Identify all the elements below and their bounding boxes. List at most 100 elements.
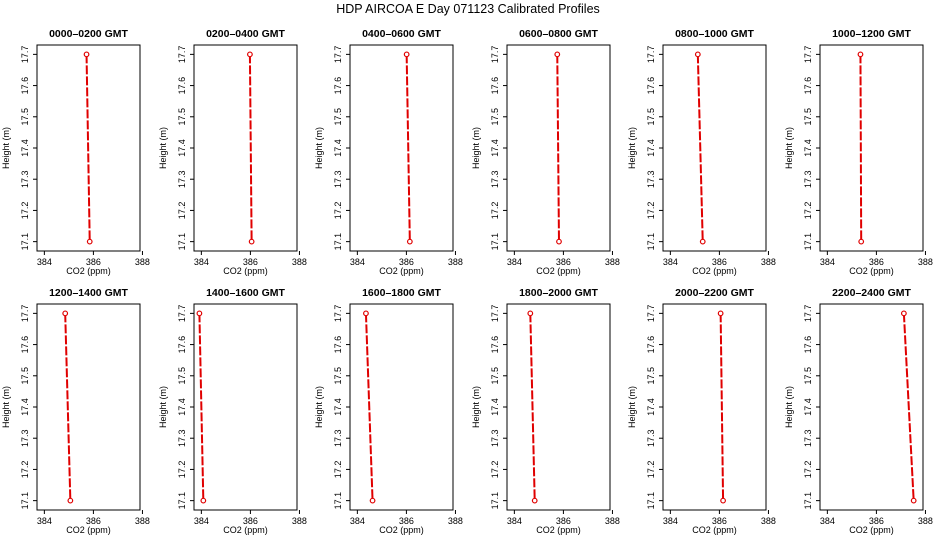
y-tick-label: 17.5 — [333, 108, 343, 126]
y-axis-label: Height (m) — [627, 127, 637, 169]
y-tick-label: 17.4 — [177, 398, 187, 416]
plot-frame — [662, 303, 767, 511]
y-tick-label: 17.6 — [646, 77, 656, 95]
panel-title: 0400–0600 GMT — [362, 28, 441, 40]
panel-title: 0200–0400 GMT — [206, 28, 285, 40]
y-tick-label: 17.2 — [333, 202, 343, 220]
x-tick-label: 386 — [243, 516, 258, 526]
y-tick-label: 17.7 — [490, 305, 500, 323]
y-tick-label: 17.2 — [490, 461, 500, 479]
y-tick-label: 17.4 — [177, 139, 187, 157]
panel-title: 0800–1000 GMT — [675, 28, 754, 40]
profile-line — [696, 54, 704, 242]
figure-title: HDP AIRCOA E Day 071123 Calibrated Profi… — [336, 2, 600, 16]
panel-title: 2200–2400 GMT — [832, 287, 911, 299]
data-point — [694, 51, 701, 58]
y-tick-label: 17.5 — [177, 367, 187, 385]
y-axis-label: Height (m) — [784, 127, 794, 169]
y-tick-label: 17.2 — [646, 461, 656, 479]
y-tick-label: 17.6 — [20, 77, 30, 95]
data-point — [62, 310, 69, 317]
y-tick-label: 17.6 — [803, 77, 813, 95]
data-point — [200, 497, 207, 504]
data-point — [531, 497, 538, 504]
y-tick-label: 17.5 — [333, 367, 343, 385]
y-tick-label: 17.3 — [490, 429, 500, 447]
y-tick-label: 17.5 — [20, 367, 30, 385]
panel-title: 2000–2200 GMT — [675, 287, 754, 299]
x-axis-label: CO2 (ppm) — [223, 266, 268, 276]
y-tick-label: 17.5 — [490, 108, 500, 126]
panel-6: 1000–1200 GMT 384 386 388 CO2 (ppm) 17.1 17.2 1… — [784, 28, 933, 276]
data-point — [369, 497, 376, 504]
y-tick-label: 17.3 — [803, 429, 813, 447]
panel-title: 1400–1600 GMT — [206, 287, 285, 299]
x-tick-label: 384 — [820, 257, 835, 267]
x-tick-label: 386 — [556, 257, 571, 267]
profile-line — [529, 313, 536, 501]
y-tick-label: 17.7 — [803, 305, 813, 323]
panel-title: 1000–1200 GMT — [832, 28, 911, 40]
y-tick-label: 17.7 — [490, 46, 500, 64]
panel-9: 1600–1800 GMT 384 386 388 CO2 (ppm) 17.1 17.2 1… — [314, 287, 463, 535]
y-tick-label: 17.2 — [646, 202, 656, 220]
plot-frame — [662, 44, 767, 252]
y-tick-label: 17.5 — [20, 108, 30, 126]
y-tick-label: 17.4 — [803, 398, 813, 416]
data-point — [406, 238, 413, 245]
y-tick-label: 17.2 — [177, 461, 187, 479]
y-tick-label: 17.4 — [333, 398, 343, 416]
y-tick-label: 17.1 — [177, 492, 187, 510]
data-point — [717, 310, 724, 317]
y-tick-label: 17.2 — [803, 202, 813, 220]
x-tick-label: 386 — [86, 516, 101, 526]
y-tick-label: 17.7 — [333, 305, 343, 323]
y-tick-label: 17.4 — [803, 139, 813, 157]
y-tick-label: 17.4 — [20, 398, 30, 416]
panel-title: 1800–2000 GMT — [519, 287, 598, 299]
y-tick-label: 17.3 — [803, 170, 813, 188]
data-point — [363, 310, 369, 317]
x-tick-label: 386 — [869, 257, 884, 267]
y-tick-label: 17.6 — [490, 336, 500, 354]
plot-frame — [506, 303, 611, 511]
y-tick-label: 17.1 — [333, 492, 343, 510]
data-point — [900, 310, 907, 317]
y-tick-label: 17.6 — [177, 77, 187, 95]
x-axis-label: CO2 (ppm) — [536, 266, 581, 276]
panel-10: 1800–2000 GMT 384 386 388 CO2 (ppm) 17.1 17.2 1… — [471, 287, 620, 535]
x-tick-label: 388 — [448, 257, 463, 267]
panel-12: 2200–2400 GMT 384 386 388 CO2 (ppm) 17.1 17.2 1… — [784, 287, 933, 535]
data-point — [86, 238, 93, 245]
y-tick-label: 17.3 — [333, 429, 343, 447]
y-axis-label: Height (m) — [1, 386, 11, 428]
x-tick-label: 388 — [135, 516, 150, 526]
y-tick-label: 17.3 — [177, 429, 187, 447]
y-tick-label: 17.3 — [20, 170, 30, 188]
x-tick-label: 386 — [399, 257, 414, 267]
profile-line — [902, 313, 915, 501]
x-tick-label: 384 — [820, 516, 835, 526]
data-point — [83, 51, 90, 58]
y-tick-label: 17.4 — [333, 139, 343, 157]
x-tick-label: 388 — [605, 516, 620, 526]
x-axis-label: CO2 (ppm) — [536, 525, 581, 535]
x-tick-label: 388 — [761, 516, 776, 526]
x-tick-label: 388 — [448, 516, 463, 526]
y-tick-label: 17.5 — [490, 367, 500, 385]
profile-line — [364, 313, 374, 501]
x-tick-label: 386 — [869, 516, 884, 526]
x-tick-label: 384 — [37, 516, 52, 526]
x-axis-label: CO2 (ppm) — [692, 525, 737, 535]
y-tick-label: 17.4 — [646, 139, 656, 157]
panel-7: 1200–1400 GMT 384 386 388 CO2 (ppm) 17.1 17.2 1… — [1, 287, 150, 535]
y-tick-label: 17.1 — [20, 492, 30, 510]
plot-frame — [819, 44, 924, 252]
y-axis-label: Height (m) — [471, 127, 481, 169]
data-point — [699, 238, 706, 245]
x-tick-label: 388 — [292, 257, 307, 267]
y-tick-label: 17.6 — [20, 336, 30, 354]
plot-frame — [36, 303, 141, 511]
y-tick-label: 17.5 — [646, 108, 656, 126]
panel-title: 1200–1400 GMT — [49, 287, 128, 299]
